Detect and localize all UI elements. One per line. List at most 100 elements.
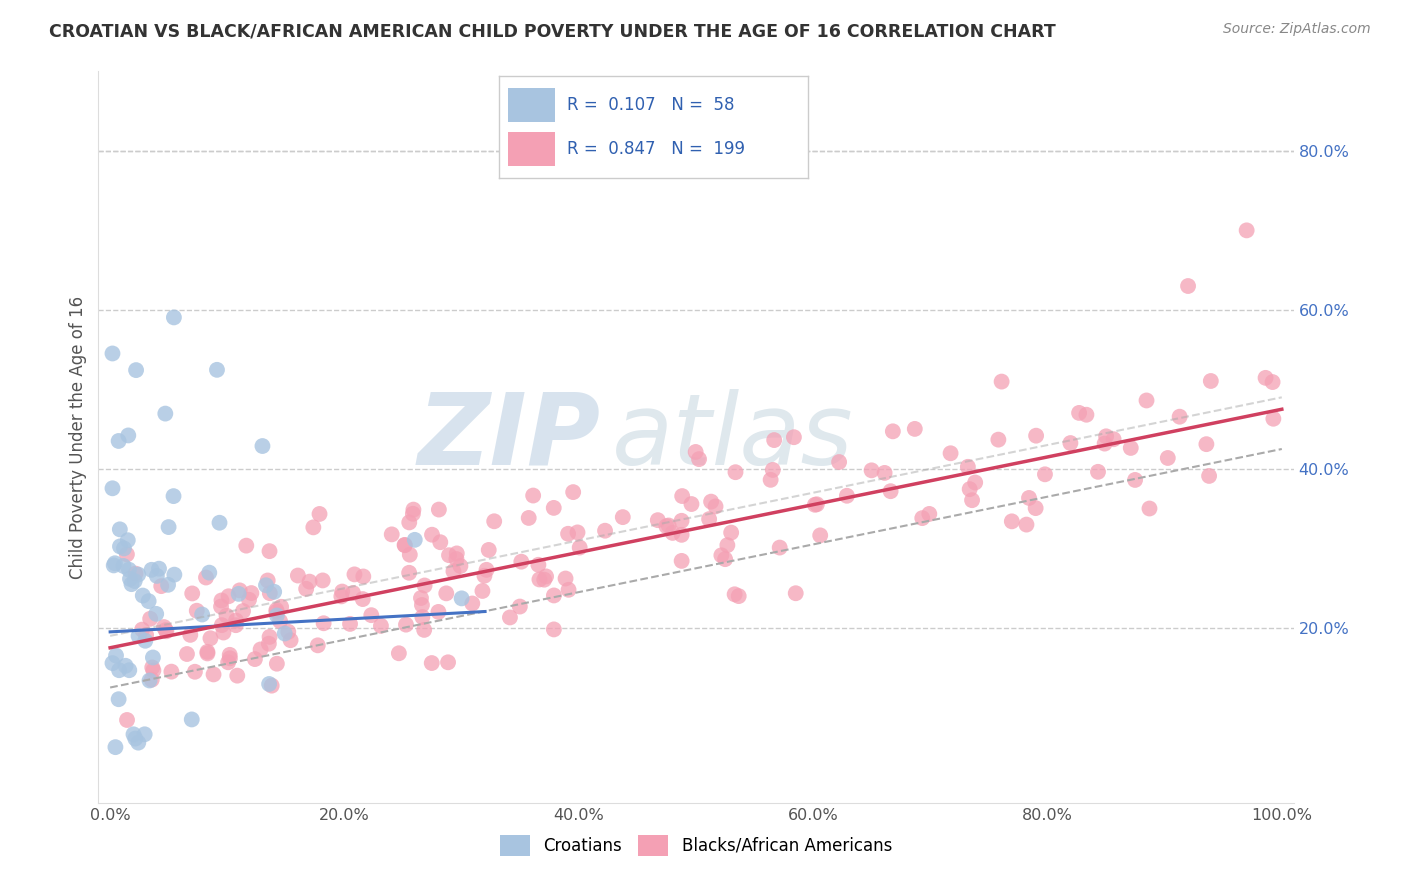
Point xyxy=(710,549,733,563)
Point xyxy=(101,346,124,360)
Point xyxy=(1119,441,1142,455)
Point xyxy=(205,363,228,377)
Point xyxy=(804,498,827,512)
Point xyxy=(212,625,235,640)
Point xyxy=(330,590,353,604)
Point xyxy=(960,493,983,508)
Text: R =  0.847   N =  199: R = 0.847 N = 199 xyxy=(567,140,745,158)
Point xyxy=(117,428,139,442)
Point xyxy=(142,664,165,678)
Point xyxy=(176,647,198,661)
Point xyxy=(1198,469,1220,483)
Point xyxy=(138,673,160,688)
Point xyxy=(146,569,169,583)
Point xyxy=(142,650,165,665)
Point xyxy=(471,584,494,599)
Point xyxy=(671,554,693,568)
Point xyxy=(104,556,127,570)
Point xyxy=(434,586,457,600)
Point xyxy=(287,568,309,582)
Point xyxy=(450,591,472,606)
Point xyxy=(312,574,335,588)
Point xyxy=(990,375,1012,389)
Point xyxy=(429,535,451,549)
Point xyxy=(114,658,136,673)
Point xyxy=(138,594,160,608)
Point xyxy=(716,538,738,552)
Point xyxy=(256,574,278,588)
Point xyxy=(1199,374,1222,388)
Point xyxy=(1139,501,1161,516)
Point xyxy=(395,617,418,632)
Point xyxy=(180,713,202,727)
Point xyxy=(150,579,173,593)
Point xyxy=(228,587,250,601)
Point xyxy=(835,489,858,503)
Point xyxy=(218,648,240,662)
Point xyxy=(557,526,579,541)
Point xyxy=(202,667,225,681)
Point xyxy=(155,407,177,421)
Point xyxy=(107,434,129,448)
Point xyxy=(195,570,218,584)
Text: ZIP: ZIP xyxy=(418,389,600,485)
Point xyxy=(280,633,302,648)
Point xyxy=(381,527,404,541)
Point xyxy=(266,603,288,617)
Point xyxy=(461,597,484,611)
Point xyxy=(671,514,693,528)
Point xyxy=(1001,514,1024,528)
Point xyxy=(295,582,318,596)
Point xyxy=(449,559,471,574)
Point xyxy=(655,519,678,533)
Point xyxy=(259,630,281,644)
Point xyxy=(131,623,153,637)
Point xyxy=(208,516,231,530)
Point xyxy=(420,656,443,670)
Point xyxy=(181,586,204,600)
Point xyxy=(446,552,468,566)
Point xyxy=(554,572,576,586)
Point xyxy=(162,489,184,503)
Point xyxy=(437,655,460,669)
Point xyxy=(101,656,124,670)
Point xyxy=(534,569,557,583)
Point xyxy=(1095,429,1118,443)
Point xyxy=(155,623,177,637)
Point xyxy=(681,497,703,511)
Point xyxy=(330,584,353,599)
Point xyxy=(107,692,129,706)
Point xyxy=(443,564,465,578)
Point xyxy=(240,586,263,600)
Point xyxy=(527,558,550,572)
Point xyxy=(697,512,720,526)
Point xyxy=(671,528,693,542)
Point xyxy=(965,475,987,490)
Point xyxy=(409,591,432,605)
Point xyxy=(411,598,433,612)
Text: Source: ZipAtlas.com: Source: ZipAtlas.com xyxy=(1223,22,1371,37)
Point xyxy=(191,607,214,622)
Point xyxy=(343,567,366,582)
Point xyxy=(360,608,382,623)
Point xyxy=(557,582,579,597)
Point xyxy=(228,583,250,598)
Point xyxy=(200,632,222,646)
Point xyxy=(482,514,505,528)
Point xyxy=(1168,409,1191,424)
Point xyxy=(266,608,288,623)
Point xyxy=(1025,501,1047,516)
Point xyxy=(402,502,425,516)
Point xyxy=(517,511,540,525)
Point xyxy=(1254,371,1277,385)
Point xyxy=(939,446,962,460)
Point xyxy=(1033,467,1056,482)
Point xyxy=(543,623,565,637)
Point xyxy=(124,566,146,581)
Point xyxy=(197,645,219,659)
Text: atlas: atlas xyxy=(613,389,853,485)
Point xyxy=(121,577,143,591)
Point xyxy=(911,511,934,525)
Point xyxy=(420,527,443,541)
Point xyxy=(783,430,806,444)
